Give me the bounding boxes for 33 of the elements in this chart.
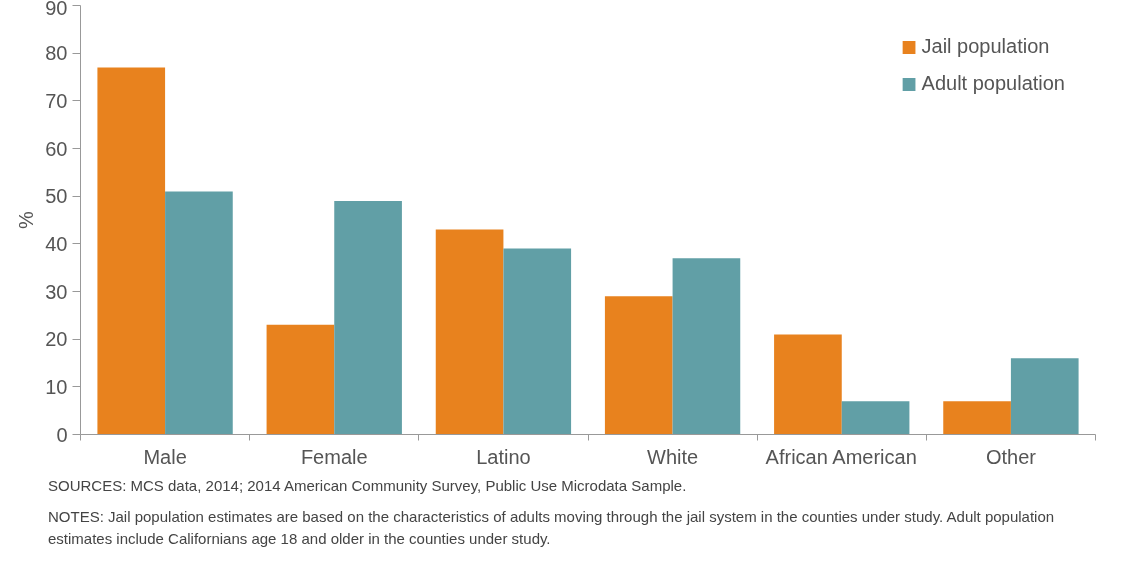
x-tick-label: Other — [985, 445, 1037, 468]
bar — [435, 229, 504, 435]
bar — [266, 324, 335, 435]
x-tick-label: Female — [300, 445, 368, 468]
bar — [97, 67, 166, 435]
bar — [334, 200, 402, 435]
bar — [672, 258, 741, 435]
y-tick-label: 0 — [56, 423, 68, 446]
legend-label: Jail population — [921, 35, 1050, 58]
bar — [503, 248, 572, 435]
x-tick-label: White — [647, 445, 699, 468]
bar — [604, 296, 673, 435]
bar — [165, 191, 233, 435]
y-tick-label: 40 — [45, 232, 68, 255]
bar — [943, 401, 1011, 435]
x-tick-label: Male — [143, 445, 187, 468]
bar — [1010, 358, 1079, 435]
y-tick-label: 30 — [45, 280, 68, 303]
source-note: SOURCES: MCS data, 2014; 2014 American Community Survey, Public Use Microdata Sample. — [48, 476, 687, 496]
y-tick-label: 70 — [45, 89, 68, 112]
bar — [774, 334, 842, 435]
text: NOTES: Jail population estimates are based on the characteristics of adults moving through the jail system in the counties under study. Adult population estimates include Californians age 18 and older in the counties under study. — [48, 507, 1056, 549]
x-tick-label: Latino — [476, 445, 531, 468]
y-tick-label: 10 — [45, 375, 68, 398]
y-tick-label: 80 — [45, 42, 68, 65]
y-tick-label: 20 — [45, 328, 68, 351]
y-tick-label: 50 — [45, 185, 68, 208]
x-tick-label: African American — [765, 445, 917, 468]
legend-label: Adult population — [921, 72, 1065, 95]
y-tick-label: 60 — [45, 137, 68, 160]
y-axis-title: % — [15, 210, 38, 229]
bar — [841, 401, 910, 435]
y-tick-label: 90 — [45, 0, 68, 19]
